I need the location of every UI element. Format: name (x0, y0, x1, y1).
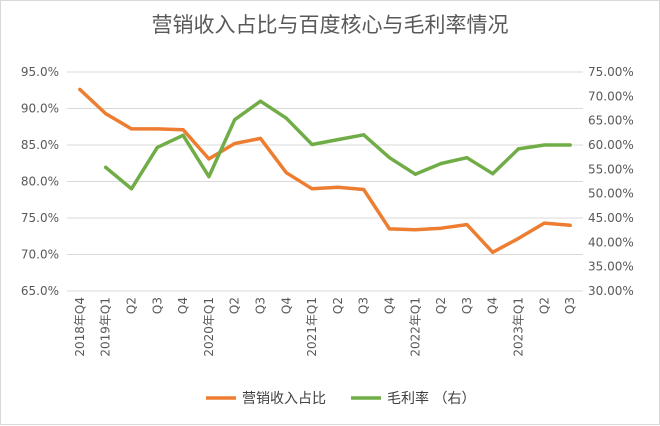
data-point (233, 141, 237, 146)
data-point (207, 157, 211, 161)
data-point (362, 187, 366, 192)
data-point (387, 227, 392, 231)
y-left-tick-label: 95.0% (21, 65, 59, 79)
data-point (465, 156, 469, 160)
legend-label: 毛利率 （右） (387, 390, 475, 407)
x-tick-label: Q3 (563, 297, 577, 314)
x-tick-label: Q3 (357, 297, 371, 314)
data-point (207, 175, 211, 179)
x-tick-label: Q2 (125, 297, 139, 314)
x-tick-label: 2021年Q1 (305, 297, 319, 357)
data-point (155, 145, 159, 150)
data-point (129, 127, 134, 131)
x-tick-label: Q2 (331, 297, 345, 314)
data-point (181, 128, 185, 132)
data-point (465, 222, 469, 227)
data-point (362, 133, 366, 137)
y-right-tick-label: 45.00% (588, 211, 634, 225)
data-point (439, 226, 443, 230)
data-point (258, 136, 263, 141)
data-point (336, 138, 340, 142)
x-tick-label: 2023年Q1 (512, 297, 526, 357)
data-point (78, 87, 82, 92)
x-tick-label: Q3 (150, 297, 164, 314)
data-point (491, 250, 495, 254)
data-point (258, 99, 263, 103)
y-left-tick-label: 85.0% (21, 138, 59, 152)
legend-label: 营销收入占比 (242, 391, 326, 407)
y-right-tick-label: 70.00% (588, 89, 634, 103)
y-left-tick-label: 65.0% (21, 284, 59, 298)
x-tick-label: 2022年Q1 (408, 297, 422, 357)
data-point (104, 165, 108, 169)
x-tick-label: Q4 (486, 297, 500, 314)
x-tick-label: 2020年Q1 (202, 297, 216, 357)
data-point (568, 223, 572, 227)
data-point (387, 156, 392, 160)
x-tick-label: 2018年Q4 (73, 297, 87, 357)
data-point (310, 187, 314, 191)
chart-title: 营销收入占比与百度核心与毛利率情况 (151, 13, 509, 37)
data-point (336, 185, 340, 189)
data-point (310, 142, 314, 147)
y-right-tick-label: 65.00% (588, 114, 634, 128)
data-point (491, 172, 495, 176)
y-left-tick-label: 90.0% (21, 102, 59, 116)
x-tick-label: Q2 (228, 297, 242, 314)
x-tick-label: Q4 (383, 297, 397, 314)
x-tick-label: Q2 (434, 297, 448, 314)
data-point (413, 172, 417, 176)
data-point (439, 161, 443, 166)
x-tick-label: Q3 (254, 297, 268, 314)
y-left-tick-label: 80.0% (21, 175, 59, 189)
data-point (233, 118, 237, 122)
x-tick-label: Q3 (460, 297, 474, 314)
series-line-1 (78, 87, 572, 255)
data-point (155, 127, 159, 131)
y-right-tick-label: 35.00% (588, 260, 634, 274)
x-tick-label: Q4 (279, 297, 293, 314)
y-right-tick-label: 75.00% (588, 65, 634, 79)
y-right-tick-label: 60.00% (588, 138, 634, 152)
y-right-tick-label: 40.00% (588, 235, 634, 249)
data-point (104, 112, 108, 116)
y-left-tick-label: 70.0% (21, 248, 59, 262)
data-point (516, 236, 521, 241)
data-point (516, 147, 521, 151)
data-point (284, 116, 288, 120)
y-right-tick-label: 50.00% (588, 187, 634, 201)
y-right-tick-label: 55.00% (588, 162, 634, 176)
data-point (129, 187, 134, 191)
data-point (542, 221, 546, 225)
data-point (181, 133, 185, 137)
x-tick-label: Q2 (537, 297, 551, 314)
x-tick-label: 2019年Q1 (99, 297, 113, 357)
y-left-tick-label: 75.0% (21, 211, 59, 225)
y-right-tick-label: 30.00% (588, 284, 634, 298)
data-point (568, 143, 572, 147)
data-point (542, 143, 546, 147)
data-point (413, 228, 417, 232)
data-point (284, 171, 288, 175)
x-tick-label: Q4 (176, 297, 190, 314)
